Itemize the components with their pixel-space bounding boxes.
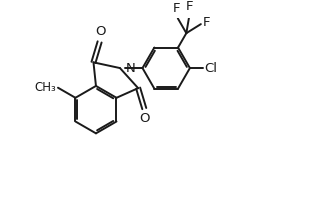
Text: CH₃: CH₃ (35, 81, 56, 94)
Text: F: F (172, 2, 180, 15)
Text: F: F (186, 0, 194, 13)
Text: Cl: Cl (205, 62, 217, 75)
Text: O: O (95, 25, 106, 38)
Text: O: O (140, 112, 150, 125)
Text: F: F (203, 16, 210, 29)
Text: N: N (126, 62, 135, 75)
